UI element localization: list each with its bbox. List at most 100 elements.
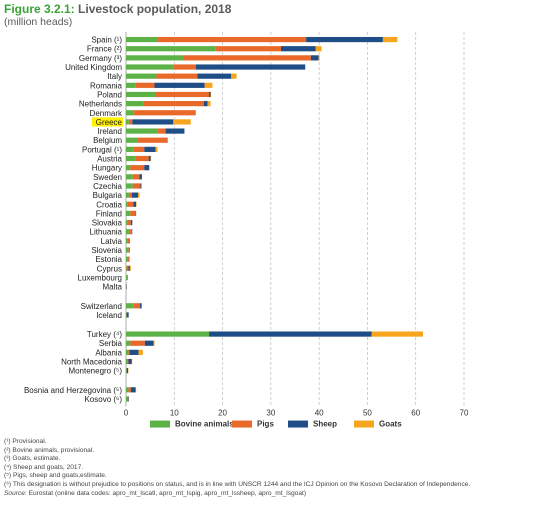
- figure-subtitle: (million heads): [4, 16, 73, 28]
- bar-segment-bovine-animals: [126, 64, 174, 70]
- x-tick-label-40: 40: [315, 409, 324, 418]
- bar-segment-sheep: [132, 119, 174, 125]
- category-label: Romania: [90, 81, 123, 90]
- bar-segment-goats: [138, 192, 140, 198]
- category-label: Montenegro (⁵): [68, 367, 122, 376]
- source-text: Eurostat (online data codes: apro_mt_lsc…: [28, 489, 307, 497]
- bar-segment-sheep: [144, 146, 156, 152]
- bar-segment-goats: [371, 331, 423, 337]
- bar-segment-sheep: [131, 192, 139, 198]
- category-label: Spain (¹): [91, 36, 122, 45]
- bar-segment-goats: [382, 36, 398, 43]
- x-tick-label-10: 10: [170, 409, 179, 418]
- category-label: Lithuania: [90, 228, 123, 237]
- bar-segment-sheep: [148, 155, 151, 162]
- bar-segment-bovine-animals: [126, 349, 129, 355]
- bar-segment-pigs: [127, 358, 129, 365]
- bar-segment-sheep: [306, 36, 383, 43]
- bar-segment-bovine-animals: [126, 91, 156, 98]
- bar-segment-goats: [231, 73, 237, 79]
- bar-segment-pigs: [128, 349, 130, 355]
- bar-segment-sheep: [140, 183, 142, 189]
- bar-segment-bovine-animals: [126, 303, 134, 309]
- legend-label: Bovine animals: [175, 420, 234, 429]
- bar-segment-bovine-animals: [126, 46, 216, 52]
- bar-segment-sheep: [129, 349, 139, 355]
- bar-segment-sheep: [128, 265, 130, 271]
- legend: Bovine animals Pigs Sheep Goats: [150, 420, 402, 429]
- category-label: Slovenia: [91, 246, 122, 255]
- bar-segment-pigs: [135, 82, 155, 88]
- category-label: Cyprus: [97, 264, 122, 273]
- grid-lines: [125, 32, 465, 407]
- category-label: Croatia: [96, 200, 122, 209]
- category-label: Serbia: [99, 339, 123, 348]
- figure-title: Figure 3.2.1: Livestock population, 2018: [4, 2, 231, 16]
- bar-segment-goats: [207, 101, 211, 107]
- category-label: Switzerland: [81, 302, 122, 311]
- bar-segment-bovine-animals: [126, 219, 128, 226]
- bar-segment-sheep: [196, 64, 306, 70]
- bar-segment-pigs: [126, 265, 129, 271]
- bar-segment-sheep: [209, 91, 211, 98]
- category-label: Latvia: [101, 237, 123, 246]
- category-label: Luxembourg: [78, 273, 122, 282]
- category-label: Ireland: [98, 127, 122, 136]
- bar-segment-goats: [318, 55, 320, 61]
- legend-label: Goats: [379, 420, 402, 429]
- x-axis-ticks: 0 10 20 30 40 50 60 70: [124, 409, 469, 418]
- bar-segment-pigs: [130, 340, 145, 346]
- bar-segment-pigs: [130, 165, 145, 171]
- bar-segment-goats: [129, 265, 131, 271]
- bar-segment-bovine-animals: [126, 36, 158, 43]
- bar-segment-bovine-animals: [126, 73, 157, 79]
- legend-swatch: [354, 420, 374, 428]
- bar-segment-pigs: [128, 229, 132, 235]
- bar-segment-sheep: [128, 358, 132, 365]
- category-label: Kosovo (⁶): [84, 395, 122, 404]
- category-label: Slovakia: [92, 219, 123, 228]
- bar-segment-bovine-animals: [126, 358, 128, 365]
- bar-segment-bovine-animals: [126, 155, 136, 162]
- bar-segment-pigs: [133, 110, 196, 116]
- bar-segment-sheep: [133, 201, 137, 207]
- bar-segment-sheep: [130, 387, 136, 393]
- x-tick-label-30: 30: [266, 409, 275, 418]
- category-label: Iceland: [96, 311, 122, 320]
- category-label: Belgium: [93, 136, 122, 145]
- category-label: Turkey (⁴): [87, 330, 122, 339]
- bar-segment-pigs: [133, 303, 141, 309]
- bar-segment-bovine-animals: [126, 128, 158, 134]
- legend-label: Sheep: [313, 420, 337, 429]
- bar-segment-pigs: [127, 219, 131, 226]
- bar-segment-bovine-animals: [126, 274, 127, 281]
- bar-segment-pigs: [137, 137, 168, 143]
- bar-segment-bovine-animals: [126, 192, 129, 198]
- bar-segment-sheep: [130, 219, 133, 226]
- category-labels: Spain (¹)France (²)Germany (³)United Kin…: [24, 36, 123, 404]
- bar-segment-bovine-animals: [126, 119, 129, 125]
- x-tick-label-60: 60: [411, 409, 420, 418]
- bar-segment-bovine-animals: [126, 101, 144, 107]
- bar-segment-bovine-animals: [126, 331, 210, 337]
- legend-swatch: [232, 420, 252, 428]
- bar-segment-bovine-animals: [126, 396, 128, 402]
- bar-segment-bovine-animals: [126, 110, 134, 116]
- bar-segment-bovine-animals: [126, 238, 128, 244]
- bar-segment-bovine-animals: [126, 256, 128, 262]
- source-note: Source: Eurostat (online data codes: apr…: [4, 490, 529, 499]
- footnote-2: (²) Bovine animals, provisional.: [4, 446, 95, 454]
- bar-segment-sheep: [209, 331, 372, 337]
- bar-segment-sheep: [126, 368, 129, 374]
- bar-segment-pigs: [157, 36, 307, 43]
- figure-name: Livestock population, 2018: [78, 2, 232, 16]
- bar-segment-pigs: [132, 174, 140, 180]
- bar-segment-sheep: [140, 303, 142, 309]
- bar-segment-bovine-animals: [126, 340, 131, 346]
- bar-segment-sheep: [144, 340, 154, 346]
- footnote-3: (³) Goats, estimate.: [4, 455, 61, 463]
- bar-segment-bovine-animals: [126, 183, 133, 189]
- bar-segment-pigs: [127, 201, 134, 207]
- bar-segment-pigs: [128, 247, 130, 253]
- bar-segment-sheep: [144, 165, 150, 171]
